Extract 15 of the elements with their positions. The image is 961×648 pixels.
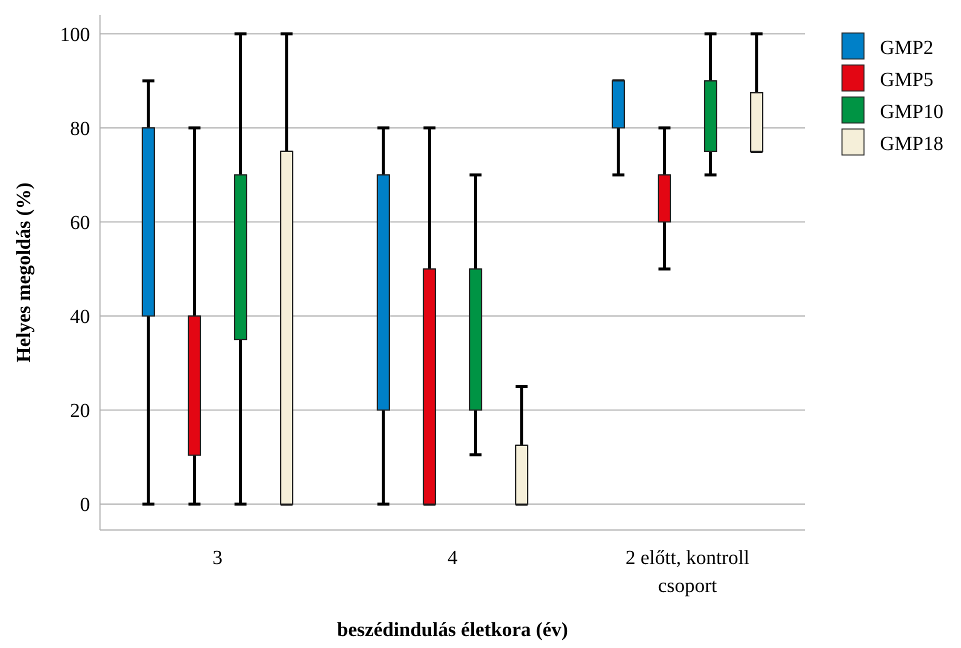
y-tick-label: 20 [70,400,90,422]
legend-label: GMP18 [880,133,944,155]
x-tick-label: 4 [448,547,458,569]
legend-label: GMP2 [880,37,934,59]
x-tick-label: 2 előtt, kontroll csoport [626,547,750,597]
y-tick-label: 40 [70,306,90,328]
legend-label: GMP10 [880,101,944,123]
y-tick-label: 0 [80,494,90,516]
legend-label: GMP5 [880,69,934,91]
y-axis-title: Helyes megoldás (%) [13,182,35,362]
y-tick-label: 80 [70,118,90,140]
x-axis-title: beszédindulás életkora (év) [336,619,568,641]
y-tick-label: 60 [70,212,90,234]
y-tick-label: 100 [60,24,90,46]
x-tick-label: 3 [212,547,222,569]
